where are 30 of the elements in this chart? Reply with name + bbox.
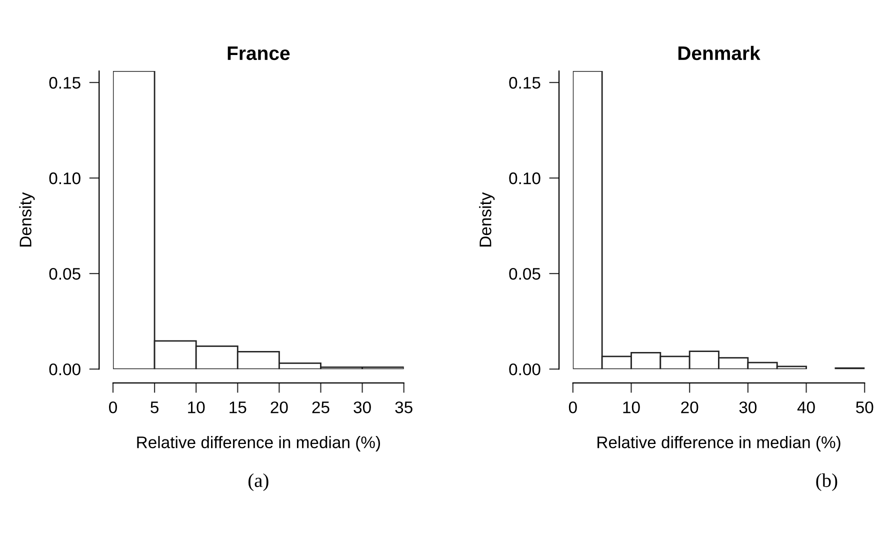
x-tick-label: 15: [230, 402, 246, 414]
x-tick-label: 10: [188, 401, 205, 414]
x-tick-label: 10: [623, 401, 640, 414]
x-tick-label: 0: [109, 401, 117, 414]
x-tick-label: 30: [354, 401, 371, 414]
y-axis-title: Density: [19, 192, 35, 246]
y-tick-label: 0.05: [509, 268, 540, 280]
x-tick-label: 40: [797, 401, 815, 414]
y-tick-label: 0.15: [509, 76, 540, 89]
y-tick-label: 0.00: [509, 363, 540, 376]
y-tick-label: 0.10: [509, 172, 540, 184]
x-axis-title: Relative difference in median (%): [598, 436, 840, 452]
y-tick-label: 0.10: [49, 172, 80, 184]
text: (a): [248, 473, 268, 492]
x-tick-label: 30: [739, 401, 757, 414]
y-tick-label: 0.15: [49, 76, 80, 89]
x-axis-title: Relative difference in median (%): [137, 436, 380, 452]
y-tick-label: 0.05: [49, 268, 80, 280]
chart-title: Denmark: [678, 46, 760, 60]
y-axis-title: Density: [479, 192, 495, 246]
x-tick-label: 0: [568, 401, 577, 414]
y-tick-label: 0.00: [49, 363, 80, 376]
x-tick-label: 50: [856, 401, 874, 414]
chart-title: France: [228, 46, 290, 60]
x-tick-label: 20: [681, 401, 698, 414]
text: (b): [816, 473, 838, 492]
x-tick-label: 35: [395, 401, 412, 414]
x-tick-label: 20: [270, 401, 288, 414]
x-tick-label: 5: [150, 402, 158, 414]
x-tick-label: 25: [312, 401, 330, 414]
